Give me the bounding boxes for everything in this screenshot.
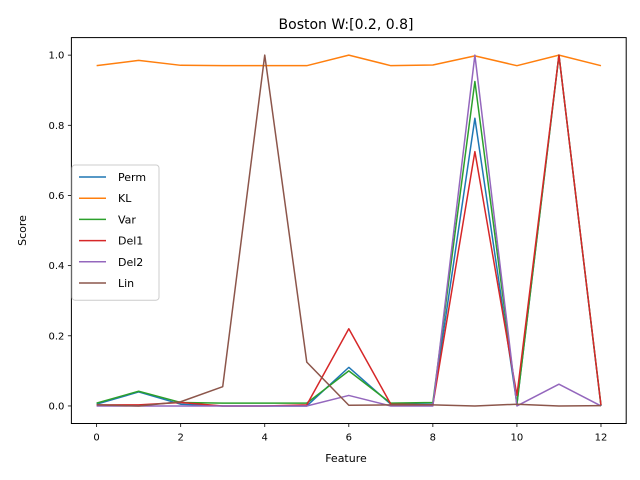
series-line-del1: [96, 54, 602, 407]
x-tick-label: 2: [177, 433, 183, 444]
x-tick-label: 6: [346, 433, 352, 444]
x-tick-label: 8: [430, 433, 436, 444]
y-tick-label: 0.6: [48, 191, 64, 202]
y-axis-ticks: 0.0 0.2 0.4 0.6 0.8 1.0: [48, 51, 72, 412]
legend-label-perm: Perm: [118, 171, 146, 184]
y-tick-label: 1.0: [48, 51, 64, 62]
legend-label-lin: Lin: [118, 277, 134, 290]
series-line-lin: [96, 54, 601, 407]
series-line-var: [96, 54, 602, 406]
x-tick-label: 0: [93, 433, 99, 444]
legend-box: [71, 164, 160, 301]
series-line-perm: [96, 54, 602, 407]
legend-label-kl: KL: [118, 192, 132, 205]
x-tick-label: 4: [262, 433, 268, 444]
y-tick-label: 0.8: [48, 121, 64, 132]
chart-title: Boston W:[0.2, 0.8]: [279, 17, 414, 33]
y-tick-label: 0.2: [48, 331, 64, 342]
legend: Perm KL Var Del1 Del2 Lin: [71, 164, 160, 301]
legend-label-del1: Del1: [118, 235, 143, 248]
series-line-kl: [96, 54, 602, 67]
y-tick-label: 0.0: [48, 401, 64, 412]
y-tick-label: 0.4: [48, 261, 64, 272]
x-tick-label: 10: [511, 433, 524, 444]
legend-label-del2: Del2: [118, 256, 143, 269]
legend-label-var: Var: [118, 213, 136, 226]
y-axis-label: Score: [16, 215, 29, 246]
series-line-del2: [96, 54, 602, 407]
x-tick-label: 12: [595, 433, 608, 444]
x-axis-label: Feature: [325, 452, 367, 465]
x-axis-ticks: 0 2 4 6 8 10 12: [93, 423, 608, 444]
plot-lines: [96, 54, 602, 407]
